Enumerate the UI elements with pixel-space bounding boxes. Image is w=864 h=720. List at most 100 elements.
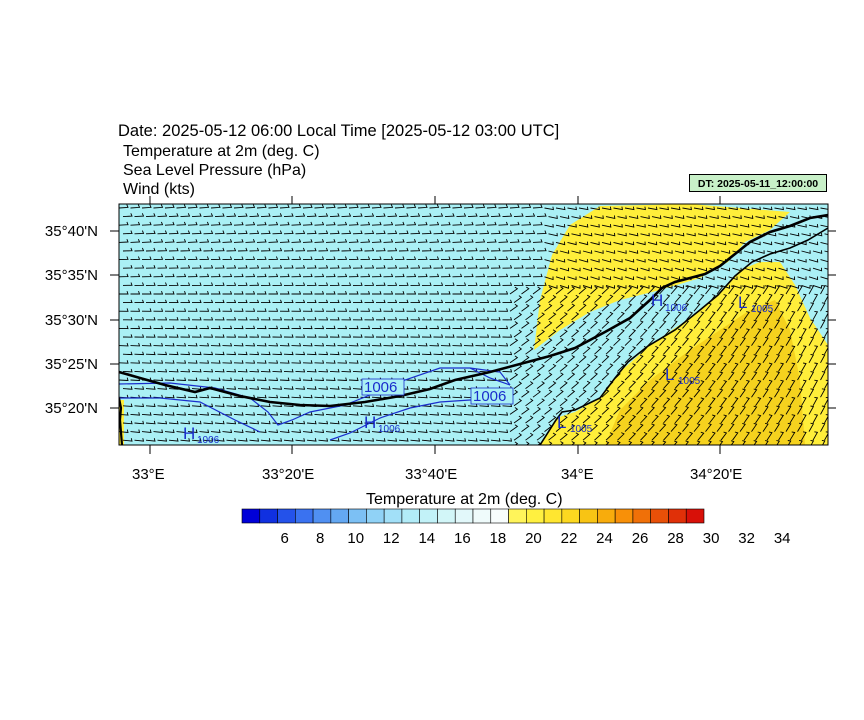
wind-barb <box>743 362 750 372</box>
wind-barb <box>571 432 580 441</box>
wind-barb <box>329 247 340 252</box>
wind-barb <box>613 389 621 398</box>
wind-barb <box>191 230 202 235</box>
wind-barb <box>555 276 566 281</box>
wind-barb <box>502 438 513 442</box>
wind-barb <box>801 431 807 441</box>
wind-barb <box>318 438 329 442</box>
wind-barb <box>808 224 819 228</box>
wind-barb <box>651 328 659 338</box>
wind-barb <box>395 447 404 450</box>
wind-barb <box>199 394 210 399</box>
wind-barb <box>398 438 409 442</box>
wind-barb <box>475 429 486 434</box>
wind-barb <box>651 232 662 237</box>
wind-barb <box>659 259 669 263</box>
wind-barb <box>525 441 530 445</box>
wind-barb <box>360 221 371 226</box>
wind-barb <box>153 221 164 226</box>
wind-barb <box>572 450 579 457</box>
wind-barb <box>406 394 417 399</box>
wind-barb <box>521 256 532 261</box>
wind-barb <box>743 379 750 389</box>
wind-barb <box>674 232 685 237</box>
wind-barb <box>766 379 773 389</box>
wind-barb <box>567 406 576 415</box>
wind-barb <box>295 386 306 390</box>
wind-barb <box>406 342 417 347</box>
wind-barb <box>797 388 803 398</box>
wind-barb <box>237 247 248 252</box>
wind-barb <box>686 397 694 407</box>
wind-barb <box>203 403 214 407</box>
wind-barb <box>663 250 673 254</box>
wind-barb <box>647 259 658 263</box>
wind-barb <box>283 282 294 286</box>
wind-barb <box>375 213 386 218</box>
wind-barb <box>728 371 735 381</box>
wind-barb <box>590 259 600 263</box>
wind-barb <box>268 221 279 226</box>
colorbar-swatch <box>295 508 314 524</box>
wind-barb <box>318 265 329 269</box>
wind-barb <box>549 450 556 457</box>
wind-barb <box>582 380 591 389</box>
wind-barb <box>444 334 455 338</box>
wind-barb <box>583 450 590 457</box>
wind-barb <box>314 342 325 347</box>
wind-barb <box>318 299 329 304</box>
wind-barb <box>590 206 600 211</box>
wind-barb <box>739 319 746 329</box>
wind-barb <box>153 325 164 330</box>
wind-barb <box>226 213 237 218</box>
wind-barb <box>685 440 690 445</box>
wind-barb <box>130 273 141 278</box>
wind-barb <box>456 265 467 269</box>
wind-barb <box>307 299 317 304</box>
wind-barb <box>640 250 650 254</box>
wind-barb <box>728 302 735 312</box>
wind-barb <box>283 247 294 252</box>
wind-barb <box>371 342 382 347</box>
wind-barb <box>135 456 144 459</box>
wind-barb <box>306 230 317 235</box>
wind-barb <box>279 412 290 416</box>
wind-barb <box>544 338 553 346</box>
wind-barb <box>445 456 454 459</box>
wind-barb <box>268 204 279 209</box>
wind-barb <box>728 319 735 329</box>
wind-barb <box>502 351 513 356</box>
wind-barb <box>268 325 279 330</box>
wind-barb <box>222 273 233 278</box>
wind-barb <box>341 420 352 425</box>
wind-barb <box>787 440 792 445</box>
wind-barb <box>567 423 576 432</box>
wind-barb <box>418 290 428 295</box>
wind-barb <box>820 285 826 295</box>
wind-barb <box>349 290 359 295</box>
wind-barb <box>836 346 840 354</box>
wind-barb <box>222 256 233 261</box>
land-boundary <box>539 227 828 445</box>
wind-barb <box>624 371 633 381</box>
wind-barb <box>187 273 198 278</box>
wind-barb <box>456 247 467 252</box>
wind-barb <box>157 403 168 407</box>
wind-barb <box>766 397 773 407</box>
wind-barb <box>663 397 671 407</box>
wind-barb <box>337 204 348 209</box>
wind-barb <box>249 213 260 218</box>
wind-barb <box>210 204 221 209</box>
wind-barb <box>272 265 283 269</box>
wind-barb <box>123 299 133 304</box>
wind-barb <box>670 320 678 329</box>
wind-barb <box>548 432 557 441</box>
wind-barb <box>716 354 724 364</box>
wind-barb <box>720 431 728 441</box>
wind-barb <box>433 368 444 373</box>
wind-barb <box>487 447 496 450</box>
wind-barb <box>525 282 536 286</box>
wind-barb <box>774 241 784 246</box>
wind-barb <box>467 403 478 407</box>
wind-barb <box>222 221 233 226</box>
